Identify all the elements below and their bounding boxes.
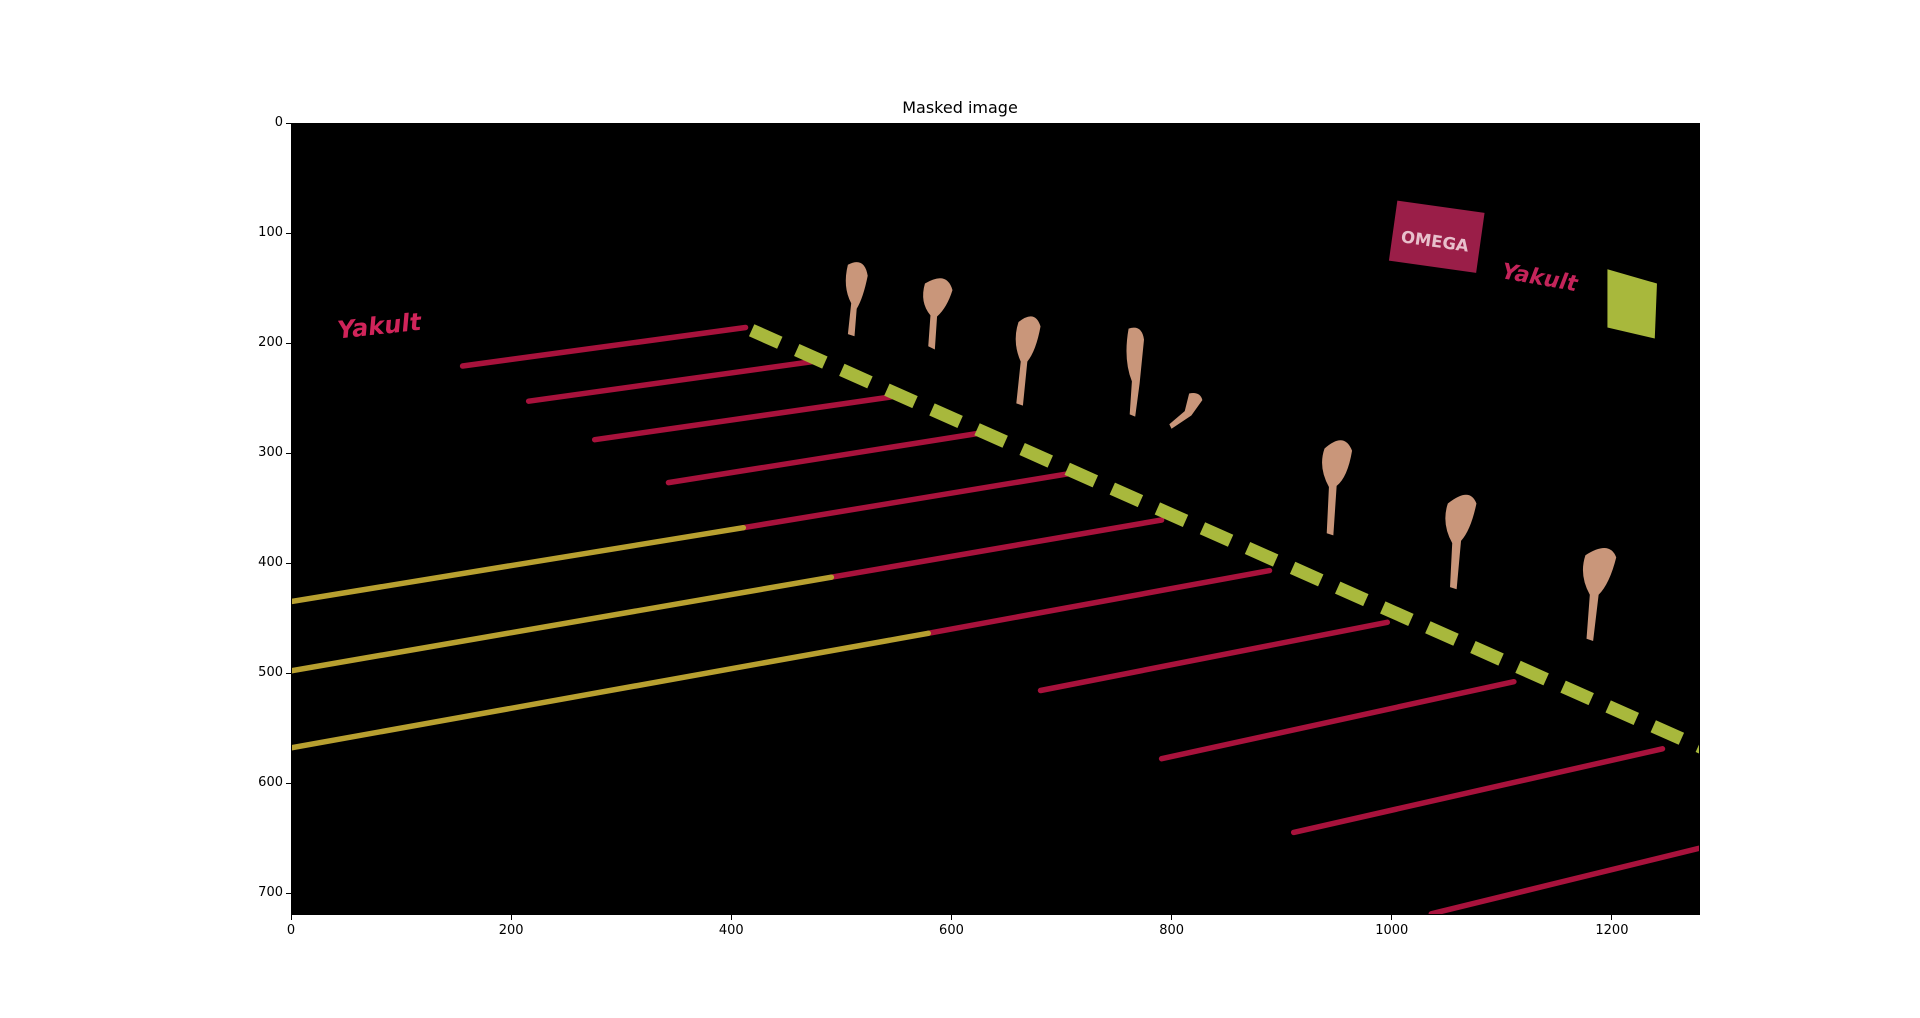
x-tick-mark [1611, 915, 1613, 920]
starting-block [1380, 601, 1414, 626]
omega-banner [1388, 200, 1485, 273]
y-tick-mark [286, 122, 291, 124]
x-tick-label: 200 [498, 923, 524, 938]
starting-block [1289, 561, 1324, 587]
starting-block [929, 403, 963, 428]
starting-blocks [748, 324, 1699, 765]
figure-title: Masked image [902, 98, 1018, 117]
y-tick-label: 600 [258, 775, 283, 790]
lane-ropes-yellow [292, 524, 932, 751]
y-tick-mark [286, 232, 291, 234]
starting-block [1064, 462, 1099, 488]
y-tick-label: 100 [258, 225, 283, 240]
y-tick-label: 0 [274, 115, 283, 130]
starting-block [974, 423, 1008, 448]
x-tick-label: 600 [939, 923, 964, 938]
swimmers [845, 262, 1617, 641]
starting-block [1154, 502, 1189, 527]
y-tick-label: 700 [258, 885, 283, 900]
lane-ropes [459, 324, 1699, 914]
starting-block [748, 324, 783, 349]
starting-block [1019, 442, 1053, 468]
x-tick-label: 1000 [1375, 923, 1409, 938]
x-tick-mark [510, 915, 512, 920]
y-tick-mark [286, 892, 291, 894]
x-tick-mark [290, 915, 292, 920]
y-tick-label: 500 [258, 665, 283, 680]
x-tick-mark [730, 915, 732, 920]
starting-block [1470, 641, 1504, 666]
starting-block [1650, 720, 1685, 745]
y-tick-mark [286, 342, 291, 344]
starting-block [1334, 581, 1369, 607]
starting-block [1605, 700, 1639, 725]
masked-image: Yakult OMEGA Yakult [292, 124, 1699, 914]
starting-block [1109, 482, 1144, 508]
y-tick-label: 300 [258, 445, 283, 460]
x-tick-mark [1171, 915, 1173, 920]
y-tick-label: 200 [258, 335, 283, 350]
x-tick-label: 400 [718, 923, 744, 938]
starting-block [1560, 680, 1594, 706]
starting-block [1244, 542, 1279, 567]
starting-block [1515, 660, 1549, 686]
green-board [1607, 269, 1657, 339]
y-tick-label: 400 [258, 555, 283, 570]
starting-block [1425, 621, 1459, 646]
starting-block [1199, 522, 1234, 547]
starting-block [794, 344, 828, 369]
y-tick-mark [286, 782, 291, 784]
x-tick-label: 1200 [1595, 923, 1629, 938]
y-tick-mark [286, 452, 291, 454]
starting-block [884, 383, 918, 409]
x-tick-label: 800 [1159, 923, 1185, 938]
masked-image-axes: Yakult OMEGA Yakult [291, 123, 1700, 915]
x-tick-label: 0 [286, 923, 296, 938]
starting-block [839, 363, 873, 389]
y-tick-mark [286, 562, 291, 564]
y-tick-mark [286, 672, 291, 674]
x-tick-mark [950, 915, 952, 920]
x-tick-mark [1391, 915, 1393, 920]
